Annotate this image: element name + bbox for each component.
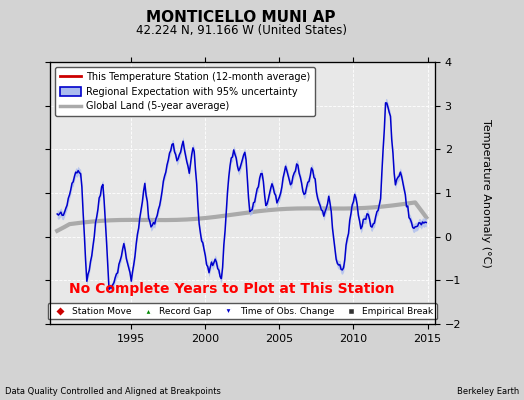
- Text: MONTICELLO MUNI AP: MONTICELLO MUNI AP: [146, 10, 336, 25]
- Legend: Station Move, Record Gap, Time of Obs. Change, Empirical Break: Station Move, Record Gap, Time of Obs. C…: [48, 303, 437, 320]
- Text: Data Quality Controlled and Aligned at Breakpoints: Data Quality Controlled and Aligned at B…: [5, 387, 221, 396]
- Y-axis label: Temperature Anomaly (°C): Temperature Anomaly (°C): [481, 119, 490, 267]
- Text: No Complete Years to Plot at This Station: No Complete Years to Plot at This Statio…: [69, 282, 395, 296]
- Text: 42.224 N, 91.166 W (United States): 42.224 N, 91.166 W (United States): [136, 24, 346, 37]
- Text: Berkeley Earth: Berkeley Earth: [456, 387, 519, 396]
